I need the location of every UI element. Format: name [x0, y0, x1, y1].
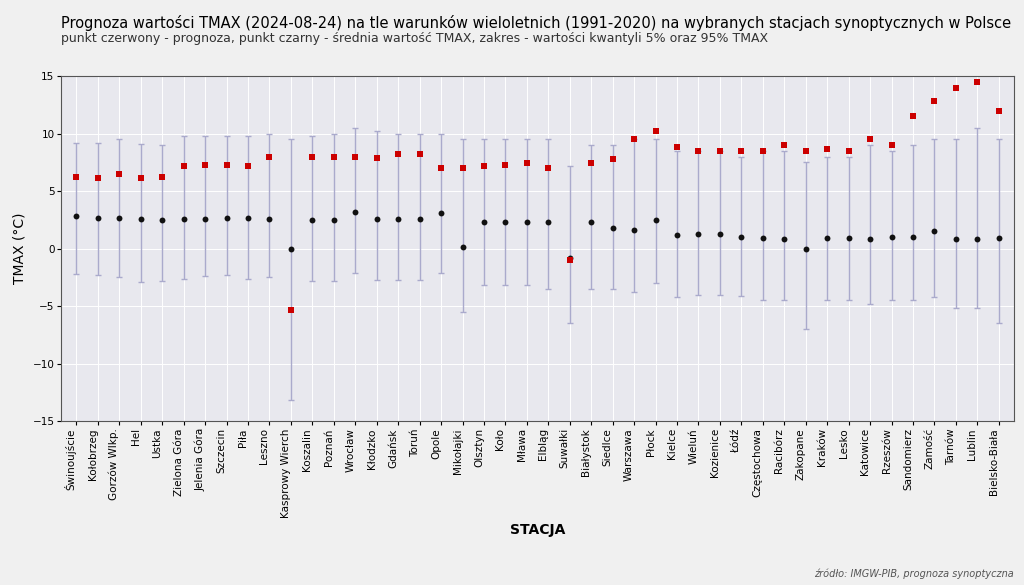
- Point: [455, 163, 471, 173]
- Point: [540, 163, 556, 173]
- Point: [476, 218, 493, 227]
- Point: [690, 229, 707, 238]
- Point: [626, 226, 642, 235]
- Point: [154, 215, 170, 225]
- Point: [433, 163, 450, 173]
- Point: [712, 146, 728, 156]
- Point: [304, 215, 321, 225]
- Point: [433, 208, 450, 218]
- Point: [498, 218, 514, 227]
- Point: [926, 97, 942, 106]
- Point: [604, 154, 621, 164]
- Point: [175, 161, 191, 170]
- Text: źródło: IMGW-PIB, prognoza synoptyczna: źródło: IMGW-PIB, prognoza synoptyczna: [814, 569, 1014, 579]
- Point: [132, 214, 148, 223]
- Point: [583, 218, 599, 227]
- Point: [884, 232, 900, 242]
- Point: [755, 146, 771, 156]
- Point: [776, 140, 793, 150]
- Point: [455, 243, 471, 252]
- Point: [647, 126, 664, 136]
- Point: [154, 173, 170, 182]
- Point: [561, 256, 578, 265]
- Point: [369, 153, 385, 163]
- Point: [412, 150, 428, 159]
- Point: [261, 214, 278, 223]
- Point: [712, 229, 728, 238]
- Point: [862, 135, 879, 144]
- Point: [862, 235, 879, 244]
- Point: [583, 159, 599, 168]
- Point: [218, 213, 234, 222]
- Point: [841, 146, 857, 156]
- Point: [690, 146, 707, 156]
- Point: [132, 174, 148, 183]
- Point: [347, 207, 364, 216]
- Text: Prognoza wartości TMAX (2024-08-24) na tle warunków wieloletnich (1991-2020) na : Prognoza wartości TMAX (2024-08-24) na t…: [61, 15, 1012, 30]
- Point: [347, 152, 364, 161]
- Point: [261, 152, 278, 161]
- Point: [519, 218, 536, 227]
- Point: [798, 244, 814, 253]
- Point: [969, 235, 985, 244]
- Point: [990, 233, 1007, 243]
- Point: [90, 174, 106, 183]
- Point: [626, 135, 642, 144]
- Point: [669, 230, 685, 239]
- Point: [519, 159, 536, 168]
- Point: [669, 143, 685, 152]
- Point: [197, 214, 213, 223]
- Point: [69, 212, 85, 221]
- Point: [947, 235, 964, 244]
- Point: [926, 226, 942, 236]
- Point: [947, 83, 964, 92]
- Point: [283, 244, 299, 253]
- Point: [647, 215, 664, 225]
- Point: [283, 305, 299, 314]
- Point: [112, 169, 128, 178]
- Point: [112, 213, 128, 222]
- Point: [197, 160, 213, 169]
- Point: [905, 112, 922, 121]
- Point: [561, 253, 578, 263]
- Point: [905, 232, 922, 242]
- Point: [733, 232, 750, 242]
- Point: [390, 214, 407, 223]
- Point: [819, 233, 836, 243]
- Point: [604, 223, 621, 233]
- Point: [841, 233, 857, 243]
- Point: [969, 77, 985, 87]
- Point: [819, 144, 836, 153]
- Point: [326, 215, 342, 225]
- Y-axis label: TMAX (°C): TMAX (°C): [13, 213, 27, 284]
- Point: [498, 160, 514, 169]
- Point: [69, 173, 85, 182]
- Point: [90, 213, 106, 222]
- Point: [369, 214, 385, 223]
- Point: [304, 152, 321, 161]
- Point: [240, 161, 256, 170]
- Point: [540, 218, 556, 227]
- X-axis label: STACJA: STACJA: [510, 523, 565, 537]
- Point: [798, 146, 814, 156]
- Text: punkt czerwony - prognoza, punkt czarny - średnia wartość TMAX, zakres - wartośc: punkt czerwony - prognoza, punkt czarny …: [61, 32, 769, 45]
- Point: [776, 235, 793, 244]
- Point: [326, 152, 342, 161]
- Point: [990, 106, 1007, 115]
- Point: [476, 161, 493, 170]
- Point: [390, 150, 407, 159]
- Point: [755, 233, 771, 243]
- Point: [884, 140, 900, 150]
- Point: [175, 214, 191, 223]
- Point: [218, 160, 234, 169]
- Point: [733, 146, 750, 156]
- Point: [412, 214, 428, 223]
- Point: [240, 213, 256, 222]
